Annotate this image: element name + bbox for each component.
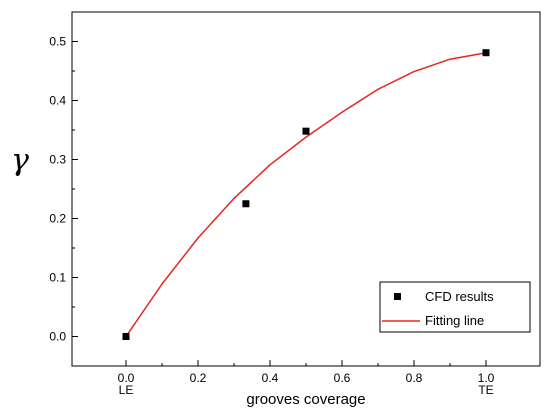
x-tick-label: 0.2 [190,371,207,385]
x-tick-label: 0.4 [262,371,279,385]
fitting-line [125,51,487,337]
y-axis-label: γ [11,143,29,178]
y-axis-ticks: 0.0 0.1 0.2 0.3 0.4 0.5 [49,35,78,344]
legend: CFD results Fitting line [379,281,531,333]
legend-marker-cfd-results [394,293,401,300]
y-tick-label: 0.4 [49,94,66,108]
legend-label-cfd-results: CFD results [425,289,494,304]
x-tick-label: 0.6 [334,371,351,385]
cfd-result-point [242,200,250,208]
x-axis-label: grooves coverage [246,391,365,408]
x-tick-label: 1.0 [478,371,495,385]
legend-label-fitting-line: Fitting line [425,313,484,328]
cfd-result-point [122,333,130,340]
x-axis-ticks: 0.0 0.2 0.4 0.6 0.8 1.0 LE TE [118,360,495,397]
cfd-result-point [302,127,310,135]
x-tick-label: 0.0 [118,371,135,385]
x-sub-label-le: LE [119,383,134,397]
y-tick-label: 0.1 [49,271,66,285]
legend-box [379,281,531,333]
cfd-result-point [482,49,490,57]
x-sub-label-te: TE [478,383,493,397]
y-tick-label: 0.5 [49,35,66,49]
y-tick-label: 0.0 [49,330,66,344]
y-tick-label: 0.3 [49,153,66,167]
x-tick-label: 0.8 [406,371,423,385]
y-tick-label: 0.2 [49,212,66,226]
series-layer [122,49,490,340]
